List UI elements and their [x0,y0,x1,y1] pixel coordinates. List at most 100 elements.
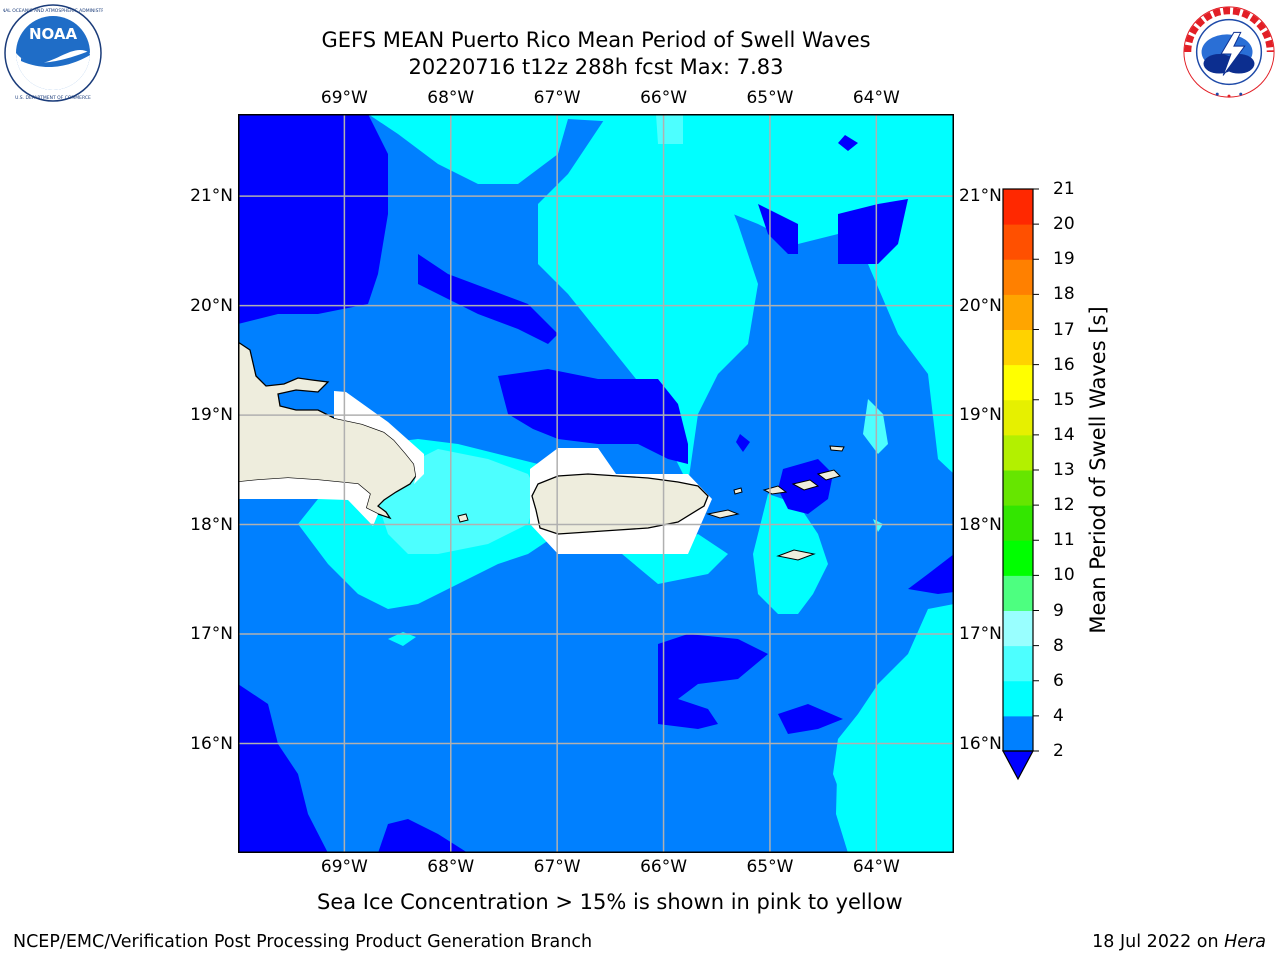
field-lt2s-east-edge [908,554,954,594]
field-lt2s-northeast-2 [838,199,908,264]
land-culebra [733,487,743,495]
field-lt2s-south [378,819,468,853]
swell-period-map [237,114,954,853]
field-6-8s-northtop [656,114,683,144]
lon-tick-top-3: 66°W [640,88,688,108]
field-lt2s-northeast-1 [758,204,798,254]
colorbar-segment-3 [1003,610,1033,647]
field-4-6s-east-wedge [538,114,758,484]
field-4-6s-southeast [836,724,954,853]
footer-host: Hera [1224,932,1266,952]
land-st-john [791,479,820,491]
map-frame [238,114,954,853]
lon-tick-top-4: 65°W [746,88,794,108]
colorbar-segment-6 [1003,505,1033,541]
lat-tick-right-5: 16°N [959,733,1002,754]
colorbar-extend-arrow [1001,750,1035,781]
land-st-croix [776,549,816,561]
land-mona-island [457,513,469,523]
land-tortola [816,469,841,481]
lon-tick-top-2: 67°W [533,88,581,108]
mask-hispaniola-2 [334,391,424,484]
colorbar-label-10: 11 [1053,530,1075,551]
field-lt2s-south-central [658,634,768,729]
lat-tick-right-2: 19°N [959,405,1002,426]
field-lt2s-pr-east-dot [736,434,750,452]
field-lt2s-south-small [778,704,843,734]
footer-credit: NCEP/EMC/Verification Post Processing Pr… [13,932,593,952]
colorbar-segment-15 [1003,189,1033,225]
colorbar-label-1: 20 [1053,214,1075,235]
colorbar-segment-12 [1003,294,1033,330]
map-plot-area [237,114,954,853]
field-4-6s-north [368,114,954,474]
colorbar-label-2: 19 [1053,249,1075,270]
noaa-logo: NOAA NATIONAL OCEANIC AND ATMOSPHERIC AD… [3,4,103,102]
lon-tick-bottom-4: 65°W [746,857,794,877]
field-lt2s-northeast-3 [838,135,858,151]
nws-logo [1181,4,1277,100]
colorbar-segment-1 [1003,680,1033,717]
colorbar-label-6: 15 [1053,389,1075,410]
colorbar-segment-13 [1003,259,1033,295]
colorbar-segment-10 [1003,364,1033,401]
colorbar-label-3: 18 [1053,284,1075,305]
lon-tick-top-0: 69°W [320,88,368,108]
colorbar-title: Mean Period of Swell Waves [s] [1086,306,1110,634]
field-6-8s-east [863,399,888,454]
colorbar-label-16: 2 [1053,741,1064,761]
lon-tick-top-1: 68°W [427,88,475,108]
lat-tick-left-5: 16°N [190,733,233,754]
colorbar-label-0: 21 [1053,179,1075,199]
field-lt2s-north-tongue [418,254,558,344]
lat-tick-left-2: 19°N [190,405,233,426]
colorbar-segment-0 [1003,715,1033,752]
colorbar-label-15: 4 [1053,705,1064,726]
colorbar-label-7: 14 [1053,424,1075,445]
field-lt2s-northwest [238,114,388,324]
lat-tick-left-3: 18°N [190,514,233,535]
footer-date: 18 Jul 2022 on Hera [1092,932,1266,952]
svg-text:U.S. DEPARTMENT OF COMMERCE: U.S. DEPARTMENT OF COMMERCE [15,95,91,101]
lat-tick-left-0: 21°N [190,186,233,207]
colorbar-segment-5 [1003,540,1033,576]
noaa-logo-text: NOAA [29,25,78,43]
field-lt2s-central [498,369,688,464]
field-6-8s-dot [873,519,883,532]
lat-tick-right-4: 17°N [959,624,1002,645]
graticule [238,114,954,853]
chart-title: GEFS MEAN Puerto Rico Mean Period of Swe… [321,28,871,52]
land-anegada [829,445,845,452]
lon-tick-bottom-5: 64°W [852,857,900,877]
colorbar-segment-7 [1003,470,1033,506]
lon-tick-bottom-3: 66°W [640,857,688,877]
sea-ice-note: Sea Ice Concentration > 15% is shown in … [317,890,903,914]
colorbar-label-14: 6 [1053,670,1064,691]
chart-subtitle: 20220716 t12z 288h fcst Max: 7.83 [408,55,784,79]
colorbar-segment-4 [1003,575,1033,611]
lat-tick-right-3: 18°N [959,514,1002,535]
colorbar-segment-14 [1003,224,1033,260]
svg-text:NATIONAL OCEANIC AND ATMOSPHER: NATIONAL OCEANIC AND ATMOSPHERIC ADMINIS… [3,8,103,14]
land-vieques [706,509,740,519]
colorbar-label-5: 16 [1053,354,1075,375]
lat-tick-right-0: 21°N [959,186,1002,207]
colorbar-segment-8 [1003,434,1033,471]
lat-tick-right-1: 20°N [959,295,1002,316]
lon-tick-top-5: 64°W [852,88,900,108]
colorbar-segment-11 [1003,329,1033,366]
colorbar-label-13: 8 [1053,635,1064,656]
mask-hispaniola [238,478,378,526]
colorbar-label-8: 13 [1053,460,1075,480]
colorbar-segment-2 [1003,645,1033,682]
colorbar-label-4: 17 [1053,319,1075,340]
lon-tick-bottom-2: 67°W [533,857,581,877]
lat-tick-left-4: 17°N [190,624,233,645]
colorbar-segment-9 [1003,399,1033,436]
colorbar-label-9: 12 [1053,495,1075,516]
field-4-6s-small-1 [388,632,416,646]
lon-tick-bottom-1: 68°W [427,857,475,877]
field-lt2s-southwest [238,684,328,853]
lon-tick-bottom-0: 69°W [320,857,368,877]
lat-tick-left-1: 20°N [190,295,233,316]
